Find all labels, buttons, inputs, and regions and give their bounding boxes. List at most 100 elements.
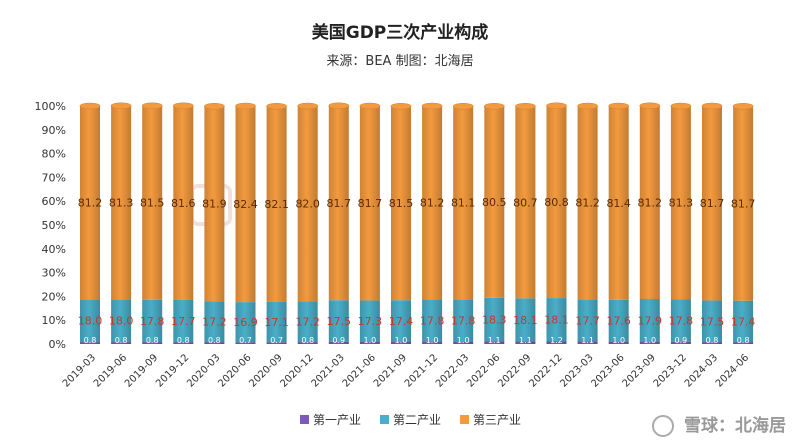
data-label: 17.8 — [669, 315, 694, 328]
bar-segment — [546, 341, 567, 344]
x-tick-label: 2021-03 — [310, 352, 347, 389]
x-tick-label: 2020-06 — [216, 352, 253, 389]
x-tick-label: 2023-06 — [589, 352, 626, 389]
data-label: 0.8 — [177, 336, 190, 345]
y-tick-label: 40% — [42, 243, 66, 256]
bar-cap — [141, 102, 163, 110]
data-label: 1.0 — [364, 336, 377, 345]
chart-subtitle: 来源：BEA 制图：北海居 — [326, 54, 474, 69]
x-tick-label: 2019-09 — [123, 352, 160, 389]
y-tick-label: 100% — [35, 100, 66, 113]
bar-segment — [173, 299, 194, 343]
data-label: 81.2 — [420, 197, 445, 210]
x-tick-label: 2020-09 — [247, 352, 284, 389]
legend-label: 第二产业 — [393, 413, 441, 427]
bar-segment — [297, 342, 318, 344]
bar-cap — [546, 102, 567, 110]
x-tick-label: 2021-06 — [341, 352, 378, 389]
x-tick-label: 2019-03 — [61, 352, 98, 389]
bar-cap — [515, 102, 536, 110]
bar-cap — [577, 102, 598, 110]
y-tick-label: 30% — [42, 267, 66, 280]
y-tick-label: 10% — [42, 314, 66, 327]
bar-segment — [608, 341, 629, 344]
data-label: 81.3 — [109, 197, 134, 210]
data-label: 18.1 — [513, 314, 538, 327]
bar-cap — [110, 102, 132, 110]
data-label: 16.9 — [233, 316, 258, 329]
x-tick-label: 2022-06 — [465, 352, 502, 389]
bar-segment — [80, 299, 100, 343]
bar-cap — [204, 102, 225, 110]
bar-cap — [359, 102, 381, 110]
bar-segment — [639, 105, 660, 300]
data-label: 17.8 — [140, 315, 165, 328]
bar-segment — [484, 297, 505, 342]
data-label: 81.1 — [451, 197, 476, 210]
data-label: 17.4 — [731, 315, 756, 328]
bar-cap — [390, 102, 412, 110]
bar-segment — [359, 106, 380, 301]
x-tick-label: 2020-03 — [185, 352, 222, 389]
bar-cap — [701, 102, 723, 110]
footer-logo: 雪球：北海居 — [652, 411, 786, 437]
bar-segment — [453, 341, 474, 344]
data-label: 0.8 — [301, 336, 314, 345]
data-label: 81.9 — [202, 198, 227, 211]
bar-segment — [733, 342, 754, 344]
data-label: 81.2 — [78, 197, 103, 210]
data-label: 17.1 — [264, 316, 289, 329]
bar-segment — [670, 299, 691, 342]
bar-segment — [235, 342, 256, 344]
y-tick-label: 80% — [42, 148, 66, 161]
data-label: 17.5 — [327, 315, 352, 328]
data-label: 17.7 — [575, 314, 600, 327]
bar-segment — [142, 299, 163, 343]
data-label: 81.4 — [606, 197, 631, 210]
bar-segment — [359, 300, 380, 342]
data-label: 1.1 — [519, 336, 532, 345]
x-tick-label: 2019-12 — [154, 352, 191, 389]
bar-segment — [80, 342, 100, 344]
data-label: 1.1 — [488, 336, 501, 345]
y-tick-label: 90% — [42, 124, 66, 137]
data-label: 18.3 — [482, 314, 507, 327]
bar-segment — [111, 105, 132, 300]
x-tick-label: 2022-12 — [527, 352, 564, 389]
data-label: 0.8 — [84, 336, 97, 345]
data-label: 0.8 — [737, 336, 750, 345]
bar-cap — [79, 102, 101, 110]
bar-segment — [297, 301, 318, 343]
bar-cap — [235, 102, 256, 110]
data-label: 1.0 — [643, 336, 656, 345]
bar-segment — [422, 341, 443, 344]
bar-segment — [111, 342, 132, 344]
data-label: 0.8 — [146, 336, 159, 345]
bar-segment — [546, 105, 567, 299]
data-label: 81.2 — [575, 197, 600, 210]
data-label: 1.0 — [395, 336, 408, 345]
data-label: 0.9 — [675, 336, 688, 345]
chart-title: 美国GDP三次产业构成 — [311, 23, 489, 43]
bar-segment — [453, 106, 474, 300]
data-label: 18.0 — [78, 315, 103, 328]
data-label: 17.7 — [171, 315, 196, 328]
bar-segment — [173, 342, 194, 344]
bar-segment — [577, 106, 598, 300]
data-label: 1.0 — [426, 336, 439, 345]
y-tick-label: 50% — [42, 219, 66, 232]
bar-segment — [266, 301, 287, 343]
data-label: 81.2 — [638, 196, 663, 209]
data-label: 81.5 — [389, 197, 414, 210]
bar-segment — [670, 341, 691, 344]
data-label: 17.2 — [202, 316, 227, 329]
bar-segment — [577, 299, 598, 342]
data-label: 17.8 — [420, 314, 445, 327]
footer-logo-text: 雪球：北海居 — [684, 416, 786, 436]
y-tick-label: 20% — [42, 290, 66, 303]
x-tick-label: 2019-06 — [92, 352, 129, 389]
bar-segment — [142, 342, 163, 344]
bar-cap — [732, 102, 754, 110]
data-label: 1.2 — [550, 336, 563, 345]
